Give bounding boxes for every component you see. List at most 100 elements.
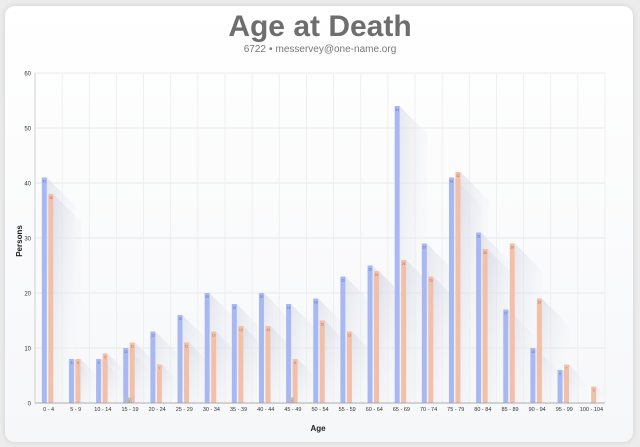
bar [102, 353, 108, 403]
bar-value-label: 54 [395, 108, 399, 112]
bar-value-label: 11 [185, 345, 189, 349]
bar-shadow [297, 359, 318, 403]
bar-value-label: 29 [423, 246, 427, 250]
x-tick-label: 30 - 34 [203, 407, 220, 413]
bar [129, 342, 135, 403]
bar [503, 309, 509, 403]
bar [591, 386, 597, 403]
bar [156, 364, 162, 403]
bar-value-label: 14 [266, 328, 270, 332]
bar [394, 106, 400, 403]
bar-value-label: 16 [178, 317, 182, 321]
x-tick-label: 40 - 44 [257, 407, 274, 413]
bar-value-label: 14 [239, 328, 243, 332]
bar [75, 359, 81, 403]
x-tick-label: 25 - 29 [176, 407, 193, 413]
bar-shadow [161, 364, 180, 403]
bar [564, 364, 570, 403]
chart-title: Age at Death [228, 10, 412, 43]
bar [530, 348, 536, 403]
bar-value-label: 29 [510, 246, 514, 250]
bar-value-label: 8 [294, 361, 296, 365]
x-tick-label: 100 - 104 [580, 407, 603, 413]
bar-value-label: 10 [124, 350, 128, 354]
bar [557, 370, 563, 403]
bar [289, 397, 295, 403]
bar-value-label: 23 [341, 279, 345, 283]
x-tick-label: 60 - 64 [366, 407, 383, 413]
y-tick-label: 30 [24, 237, 31, 243]
bar [374, 271, 380, 403]
bar-value-label: 20 [260, 295, 264, 299]
x-tick-label: 10 - 14 [94, 407, 111, 413]
bar-value-label: 13 [348, 334, 352, 338]
bar [286, 304, 292, 403]
bar-value-label: 7 [159, 367, 161, 371]
chart-subtitle: 6722 • messervey@one-name.org [0, 44, 640, 55]
x-tick-label: 95 - 99 [556, 407, 573, 413]
bar [123, 348, 129, 403]
x-tick-label: 50 - 54 [311, 407, 328, 413]
bar [68, 359, 74, 403]
axes: 0 10 20 30 40 50 60 0 - 4 5 - 9 10 - 14 15 - 19 20 … [24, 72, 605, 413]
bar [150, 331, 156, 403]
subtitle-separator: • [268, 44, 273, 55]
x-tick-label: 90 - 94 [529, 407, 546, 413]
bar [41, 177, 47, 403]
y-tick-label: 50 [24, 127, 31, 133]
y-tick-label: 60 [24, 72, 31, 78]
y-tick-label: 20 [24, 292, 31, 298]
bar-value-label: 38 [49, 196, 53, 200]
bar-value-label: 1 [128, 400, 130, 404]
bar [238, 326, 244, 403]
bar [177, 315, 183, 403]
bar-shadow [596, 386, 604, 403]
bar [126, 397, 132, 403]
bar [401, 260, 407, 403]
bar [476, 232, 482, 403]
bar-value-label: 8 [77, 361, 79, 365]
bar-value-label: 13 [151, 334, 155, 338]
bar-shadows [46, 106, 604, 403]
x-tick-label: 70 - 74 [420, 407, 437, 413]
x-tick-label: 45 - 49 [284, 407, 301, 413]
bar-value-label: 19 [538, 301, 542, 305]
bar-value-label: 19 [314, 301, 318, 305]
bar [367, 265, 373, 403]
bar [346, 331, 352, 403]
bar [204, 293, 210, 403]
x-tick-label: 55 - 59 [339, 407, 356, 413]
y-tick-label: 0 [28, 402, 32, 408]
bar [509, 243, 515, 403]
x-tick-label: 75 - 79 [447, 407, 464, 413]
bar [448, 177, 454, 403]
bar [48, 194, 54, 403]
bar [211, 331, 217, 403]
bar [428, 276, 434, 403]
bar-value-label: 3 [593, 389, 595, 393]
x-tick-label: 5 - 9 [70, 407, 81, 413]
bar [536, 298, 542, 403]
bar-shadow [53, 194, 82, 403]
bar-shadow [569, 364, 587, 403]
y-tick-label: 10 [24, 347, 31, 353]
bar [184, 342, 190, 403]
bar-value-label: 7 [566, 367, 568, 371]
x-tick-label: 15 - 19 [121, 407, 138, 413]
bar-shadow [80, 359, 101, 403]
bar [340, 276, 346, 403]
bar [319, 320, 325, 403]
bar-value-label: 11 [131, 345, 135, 349]
bar-value-label: 8 [98, 361, 100, 365]
bar [421, 243, 427, 403]
bar-value-label: 18 [233, 306, 237, 310]
bar-value-label: 24 [375, 273, 379, 277]
x-tick-label: 80 - 84 [474, 407, 491, 413]
bar-value-label: 23 [429, 279, 433, 283]
x-tick-label: 65 - 69 [393, 407, 410, 413]
bar [482, 249, 488, 403]
record-count: 6722 [243, 44, 266, 55]
x-tick-label: 20 - 24 [149, 407, 166, 413]
